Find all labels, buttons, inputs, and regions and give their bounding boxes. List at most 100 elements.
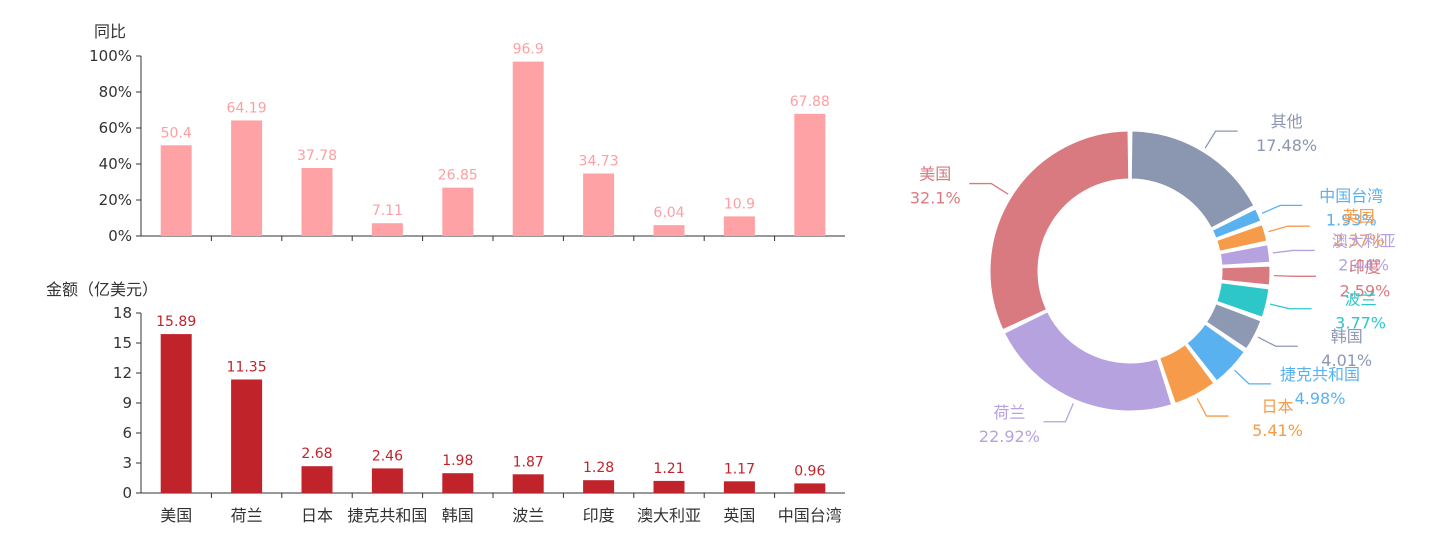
amount-bar (723, 481, 755, 493)
donut-slice-name: 澳大利亚 (1332, 231, 1396, 250)
donut-slice (1130, 130, 1255, 229)
donut-leader-line (1043, 403, 1074, 423)
yoy-bar (653, 225, 685, 236)
category-label: 韩国 (442, 506, 474, 525)
donut-slice-percent: 22.92% (979, 427, 1040, 446)
donut-leader-line (1257, 336, 1298, 347)
amount-data-label: 1.87 (513, 454, 544, 470)
yoy-bar-chart: 同比 0% 20% 40% 60% 80% 100% 50.4 64.19 37.78 7.11 26… (89, 22, 845, 245)
amount-data-label: 1.28 (583, 460, 614, 476)
donut-slice-percent: 3.77% (1335, 314, 1386, 333)
yoy-data-label: 64.19 (227, 100, 267, 116)
donut-slice-percent: 4.98% (1295, 389, 1346, 408)
donut-leader-line (1261, 204, 1303, 214)
donut-slice (1159, 344, 1215, 405)
donut-leader-line (1234, 369, 1271, 385)
donut-slice-percent: 4.01% (1321, 351, 1372, 370)
donut-slice (1216, 224, 1268, 252)
amount-y-tick-label: 15 (113, 334, 132, 352)
yoy-bar (231, 120, 263, 236)
yoy-y-tick-label: 80% (99, 83, 132, 101)
amount-data-label: 1.98 (442, 453, 473, 469)
yoy-data-label: 34.73 (579, 153, 619, 169)
donut-slice-name: 荷兰 (993, 403, 1025, 422)
yoy-y-tick-label: 20% (99, 191, 132, 209)
amount-axis-title: 金额（亿美元） (46, 280, 158, 299)
yoy-bar (512, 61, 544, 236)
amount-data-label: 0.96 (794, 463, 825, 479)
donut-leader-line (1204, 130, 1238, 149)
share-donut-chart: 其他 17.48% 中国台湾 1.93%英国 2.37%澳大利亚 2.44%印度 2.59%… (910, 112, 1396, 446)
donut-leader-line (1272, 249, 1315, 254)
donut-leader-line (1269, 303, 1312, 310)
donut-slice-name: 中国台湾 (1319, 186, 1383, 205)
amount-data-label: 1.17 (724, 461, 755, 477)
donut-leader-line (969, 182, 1009, 195)
donut-slice-percent: 17.48% (1256, 136, 1317, 155)
amount-bar (231, 379, 263, 493)
donut-leader-line (1273, 275, 1316, 277)
amount-bar (653, 480, 685, 493)
category-label: 荷兰 (231, 506, 263, 525)
donut-slice-percent: 1.93% (1326, 210, 1377, 229)
donut-slice-percent: 2.59% (1340, 281, 1391, 300)
amount-data-label: 15.89 (156, 314, 196, 330)
donut-slice-name: 其他 (1271, 112, 1303, 131)
donut-slice-name: 英国 (1343, 207, 1375, 226)
donut-slice-name: 日本 (1262, 397, 1294, 416)
yoy-bar (301, 167, 333, 236)
amount-bar (160, 334, 192, 493)
donut-slice (989, 130, 1130, 331)
donut-slice (1003, 311, 1173, 412)
amount-y-tick-label: 18 (113, 304, 132, 322)
yoy-y-tick-label: 0% (108, 227, 132, 245)
amount-bar (794, 483, 826, 493)
donut-slice (1211, 208, 1262, 239)
yoy-data-label: 67.88 (790, 94, 830, 110)
donut-slice-percent: 32.1% (910, 189, 961, 208)
amount-y-tick-label: 12 (113, 364, 132, 382)
donut-slice-name: 捷克共和国 (1280, 365, 1360, 384)
donut-slice-percent: 5.41% (1252, 421, 1303, 440)
category-label: 捷克共和国 (347, 506, 427, 525)
donut-slice-percent: 2.44% (1338, 255, 1389, 274)
category-label: 澳大利亚 (637, 506, 701, 525)
donut-leader-line (1268, 225, 1310, 233)
amount-bar (442, 473, 474, 493)
donut-slice-name: 韩国 (1331, 327, 1363, 346)
yoy-bar (723, 216, 755, 236)
yoy-data-label: 96.9 (513, 42, 544, 58)
donut-slice-percent: 2.37% (1333, 231, 1384, 250)
donut-slice (1216, 282, 1270, 318)
amount-data-label: 2.68 (301, 446, 332, 462)
donut-slice-name: 美国 (919, 165, 951, 184)
donut-slice (1219, 244, 1271, 266)
category-label: 英国 (723, 506, 755, 525)
yoy-data-label: 50.4 (161, 125, 192, 141)
yoy-data-label: 26.85 (438, 168, 478, 184)
category-label: 日本 (301, 506, 333, 525)
amount-bar (371, 468, 403, 493)
amount-data-label: 2.46 (372, 448, 403, 464)
yoy-y-tick-label: 100% (89, 47, 132, 65)
donut-slice (1220, 265, 1271, 286)
amount-y-tick-label: 3 (122, 454, 132, 472)
yoy-data-label: 37.78 (297, 148, 337, 164)
amount-bar (583, 480, 615, 493)
yoy-axis-title: 同比 (94, 22, 126, 41)
yoy-data-label: 10.9 (724, 196, 755, 212)
amount-y-tick-label: 6 (122, 424, 132, 442)
yoy-data-label: 7.11 (372, 203, 403, 219)
yoy-bar (442, 187, 474, 236)
donut-slice (1205, 303, 1262, 350)
yoy-data-label: 6.04 (653, 205, 684, 221)
amount-bar-chart: 金额（亿美元） 0 3 6 9 12 15 18 15.89 美国 11.35 荷兰 2.68 日本 2.4… (46, 280, 845, 525)
amount-bar (512, 474, 544, 493)
yoy-bar (371, 223, 403, 236)
amount-bar (301, 466, 333, 493)
amount-data-label: 1.21 (653, 461, 684, 477)
donut-slice-name: 波兰 (1345, 290, 1377, 309)
category-label: 印度 (583, 506, 615, 525)
yoy-y-tick-label: 60% (99, 119, 132, 137)
